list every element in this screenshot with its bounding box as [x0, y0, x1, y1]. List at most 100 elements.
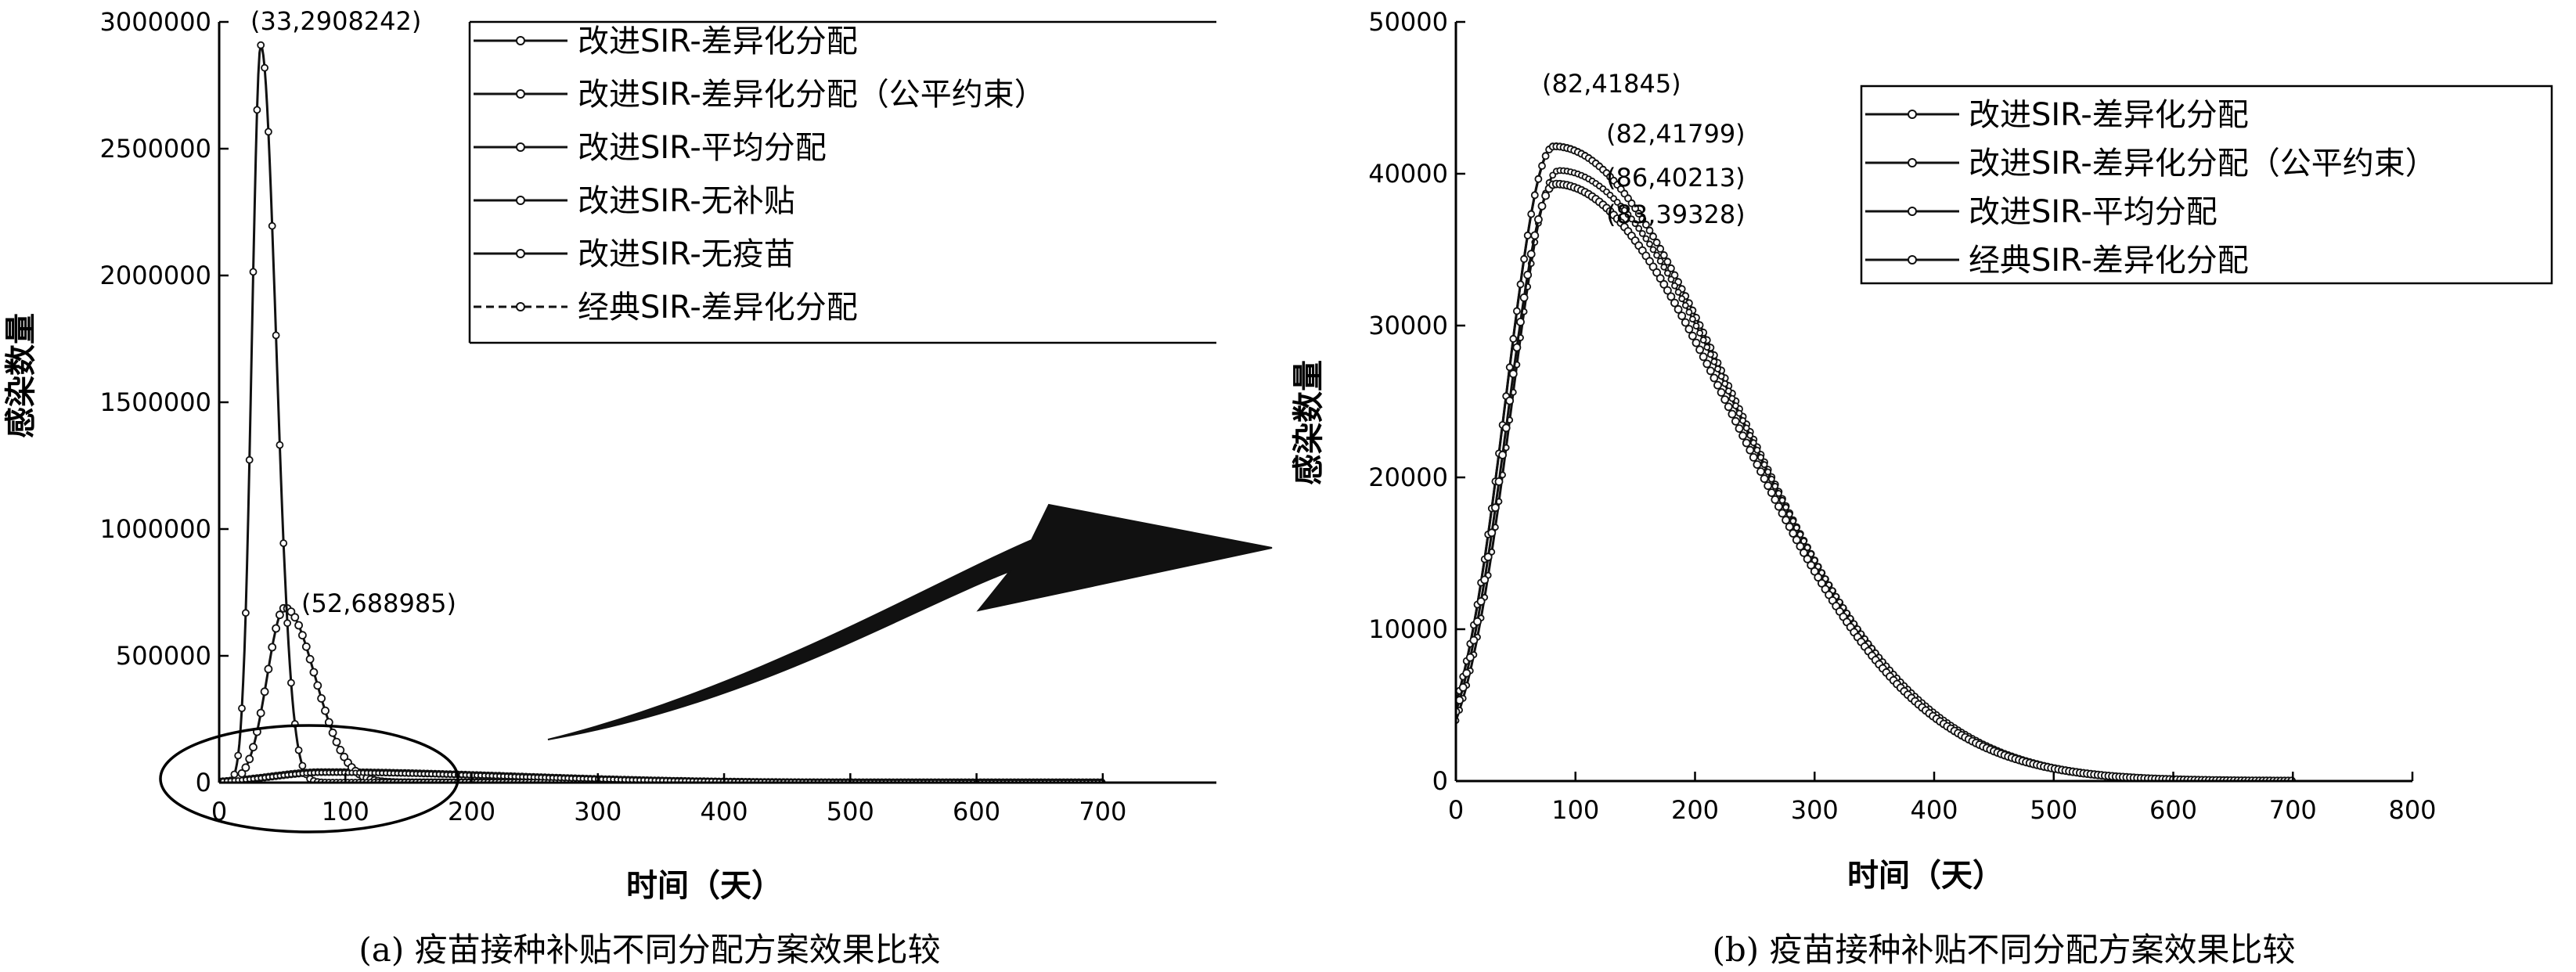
data-point — [1728, 409, 1737, 419]
x-tick-label: 0 — [1448, 795, 1464, 825]
data-point — [1749, 439, 1757, 447]
chart-b: 0 10000 20000 30000 40000 50000 0 100 200 300 400… — [1291, 7, 2553, 894]
data-point — [1789, 517, 1797, 525]
data-point — [1684, 325, 1694, 334]
data-point — [275, 610, 284, 620]
data-point — [238, 704, 246, 712]
data-point — [1746, 445, 1755, 455]
data-point — [1814, 573, 1823, 582]
legend-label: 改进SIR-差异化分配 — [578, 23, 858, 59]
data-point — [1713, 380, 1722, 390]
data-point — [264, 664, 273, 674]
chart-a: 0 500000 1000000 1500000 2000000 2500000 30000… — [3, 6, 1216, 904]
data-point — [272, 624, 281, 633]
data-point — [1538, 162, 1546, 170]
zoom-highlight-ellipse — [159, 724, 459, 833]
data-point — [1537, 201, 1547, 211]
data-point — [256, 708, 265, 718]
y-tick-label: 40000 — [1368, 159, 1448, 189]
data-point — [1739, 417, 1747, 424]
data-point — [272, 331, 280, 340]
series-markers — [219, 603, 1106, 783]
data-point — [1738, 431, 1748, 441]
data-point — [1541, 191, 1550, 200]
x-tick-label: 700 — [2269, 795, 2317, 825]
data-point — [305, 654, 315, 664]
data-point — [1706, 366, 1715, 376]
data-point — [1702, 359, 1712, 369]
x-tick-label: 300 — [574, 797, 621, 826]
data-point — [1699, 337, 1707, 344]
data-point — [1671, 282, 1678, 290]
data-point — [1810, 567, 1819, 576]
data-point — [1681, 301, 1689, 309]
legend-item: 改进SIR-无疫苗 — [474, 236, 795, 272]
data-point — [309, 668, 319, 677]
chart-a-y-tick-labels: 0 500000 1000000 1500000 2000000 2500000 30000… — [99, 7, 229, 797]
data-point — [286, 679, 295, 687]
data-point — [1721, 380, 1729, 387]
y-tick-label: 500000 — [116, 641, 211, 671]
data-point — [294, 746, 303, 754]
peak-annotation: (82,41845) — [1542, 69, 1681, 99]
data-point — [1631, 220, 1639, 228]
data-point — [1663, 257, 1672, 266]
peak-annotation: (83,39328) — [1606, 200, 1746, 229]
data-point — [1469, 635, 1479, 645]
data-point — [1476, 597, 1486, 606]
data-point — [1771, 495, 1780, 504]
data-point — [1778, 496, 1786, 504]
data-point — [1627, 199, 1636, 207]
data-point — [1807, 560, 1816, 570]
data-point — [1512, 343, 1522, 352]
data-point — [1817, 578, 1826, 588]
data-point — [1796, 531, 1804, 538]
data-point — [1792, 524, 1800, 531]
data-point — [1771, 482, 1779, 490]
data-point — [1703, 344, 1711, 351]
data-point — [1519, 293, 1529, 302]
data-point — [1465, 653, 1475, 662]
data-point — [1666, 264, 1675, 272]
x-tick-label: 100 — [322, 797, 369, 826]
legend-label: 改进SIR-无补贴 — [578, 183, 795, 219]
y-tick-label: 20000 — [1368, 463, 1448, 492]
data-point — [1541, 152, 1550, 160]
data-point — [1530, 191, 1539, 200]
data-point — [1753, 460, 1762, 469]
peak-annotation: (82,41799) — [1606, 119, 1746, 149]
data-point — [290, 613, 300, 622]
data-point — [1498, 451, 1507, 459]
legend-label: 改进SIR-差异化分配 — [1969, 97, 2249, 133]
data-point — [268, 221, 276, 230]
data-point — [1688, 315, 1696, 323]
data-point — [1749, 453, 1758, 462]
data-point — [1692, 338, 1701, 347]
data-point — [1653, 251, 1661, 259]
data-point — [1652, 268, 1662, 277]
data-point — [1760, 461, 1768, 469]
data-point — [241, 763, 250, 772]
y-tick-label: 30000 — [1368, 311, 1448, 340]
legend-marker — [1908, 158, 1917, 167]
legend-item: 改进SIR-差异化分配（公平约束） — [1865, 146, 2437, 182]
legend-item: 改进SIR-平均分配 — [474, 130, 827, 166]
data-point — [1678, 295, 1686, 303]
data-point — [1778, 509, 1787, 518]
data-point — [1513, 307, 1521, 315]
data-point — [1699, 352, 1708, 362]
y-tick-label: 0 — [1432, 766, 1448, 796]
data-point — [1674, 288, 1682, 296]
data-point — [1757, 454, 1764, 461]
legend-item: 改进SIR-差异化分配 — [474, 23, 858, 59]
y-tick-label: 10000 — [1368, 614, 1448, 644]
data-point — [1717, 387, 1726, 397]
peak-annotation: (33,2908242) — [250, 6, 421, 36]
data-point — [1692, 322, 1700, 329]
legend-marker — [516, 142, 525, 152]
y-tick-label: 1500000 — [99, 387, 211, 417]
data-point — [1624, 194, 1632, 203]
